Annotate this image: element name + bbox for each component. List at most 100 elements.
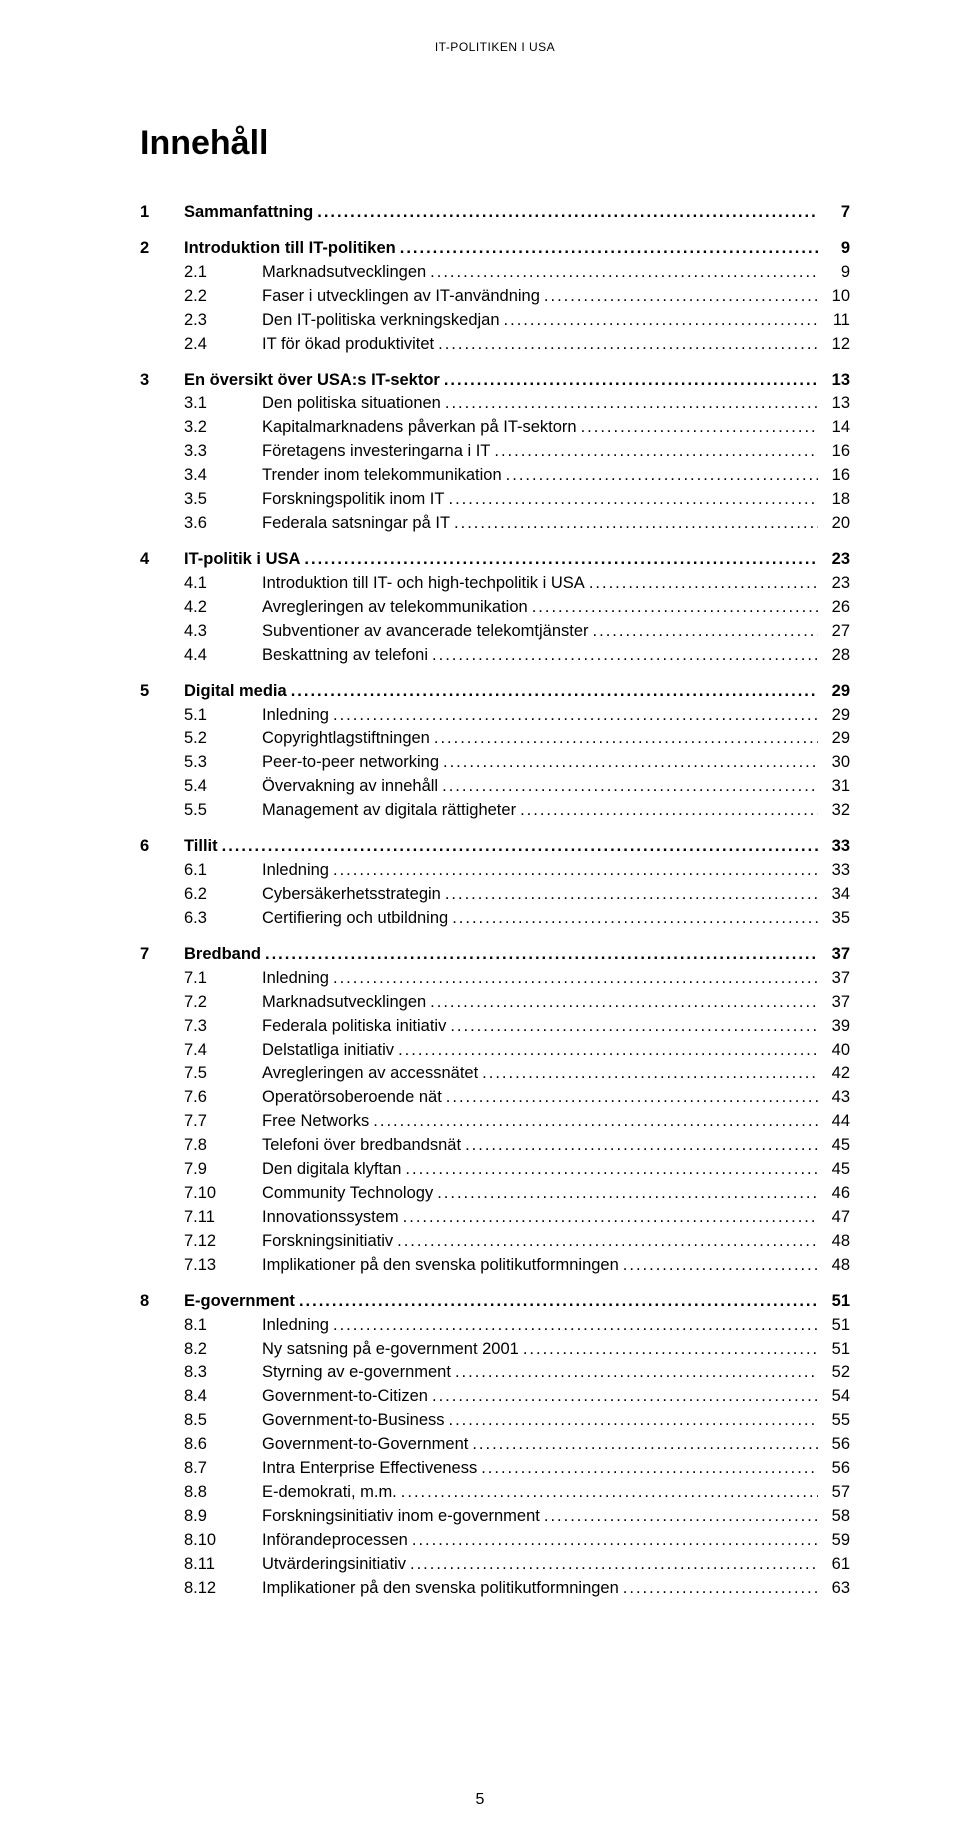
page-title: Innehåll xyxy=(140,124,850,163)
toc-section-page: 13 xyxy=(818,392,850,416)
toc-chapter-label: En översikt över USA:s IT-sektor xyxy=(184,369,444,393)
toc-section-row: 7.6Operatörsoberoende nät43 xyxy=(140,1086,850,1110)
toc-section-row: 7.11Innovationssystem47 xyxy=(140,1206,850,1230)
toc-section-label: Övervakning av innehåll xyxy=(262,775,442,799)
toc-section-page: 20 xyxy=(818,512,850,536)
toc-leader xyxy=(438,333,818,357)
toc-section-page: 29 xyxy=(818,704,850,728)
toc-section-page: 54 xyxy=(818,1385,850,1409)
toc-section-page: 61 xyxy=(818,1553,850,1577)
toc-section-row: 2.4IT för ökad produktivitet12 xyxy=(140,333,850,357)
toc-section-number: 4.4 xyxy=(140,644,262,668)
toc-section-row: 7.13Implikationer på den svenska politik… xyxy=(140,1254,850,1278)
toc-section-number: 6.1 xyxy=(140,859,262,883)
toc-leader xyxy=(444,369,818,393)
toc-section-label: Government-to-Citizen xyxy=(262,1385,432,1409)
toc-section-number: 2.1 xyxy=(140,261,262,285)
toc-leader xyxy=(437,1182,818,1206)
toc-section-label: Intra Enterprise Effectiveness xyxy=(262,1457,481,1481)
toc-section-row: 7.9Den digitala klyftan45 xyxy=(140,1158,850,1182)
toc-section-row: 6.3Certifiering och utbildning35 xyxy=(140,907,850,931)
toc-section-label: Free Networks xyxy=(262,1110,373,1134)
toc-section-label: Marknadsutvecklingen xyxy=(262,991,430,1015)
toc-section-row: 7.4Delstatliga initiativ40 xyxy=(140,1039,850,1063)
toc-leader xyxy=(291,680,818,704)
toc-chapter-row: 8E-government51 xyxy=(140,1290,850,1314)
toc-section-number: 5.4 xyxy=(140,775,262,799)
toc-section-label: Inledning xyxy=(262,704,333,728)
toc-section-number: 3.1 xyxy=(140,392,262,416)
toc-section-row: 5.2Copyrightlagstiftningen29 xyxy=(140,727,850,751)
toc-section-number: 3.5 xyxy=(140,488,262,512)
toc-section-row: 6.1Inledning 33 xyxy=(140,859,850,883)
toc-chapter-page: 33 xyxy=(818,835,850,859)
toc-section-number: 7.8 xyxy=(140,1134,262,1158)
toc-section-label: Införandeprocessen xyxy=(262,1529,412,1553)
toc-leader xyxy=(448,488,818,512)
toc-section-page: 37 xyxy=(818,967,850,991)
toc-section-page: 48 xyxy=(818,1230,850,1254)
toc-chapter-row: 3En översikt över USA:s IT-sektor13 xyxy=(140,369,850,393)
toc-leader xyxy=(410,1553,818,1577)
toc-section-label: Marknadsutvecklingen xyxy=(262,261,430,285)
toc-section-page: 55 xyxy=(818,1409,850,1433)
toc-section-page: 14 xyxy=(818,416,850,440)
toc-leader xyxy=(482,1062,818,1086)
toc-section-label: Delstatliga initiativ xyxy=(262,1039,398,1063)
toc-leader xyxy=(333,859,818,883)
toc-section-number: 8.9 xyxy=(140,1505,262,1529)
toc-section-number: 6.2 xyxy=(140,883,262,907)
toc-section-label: Forskningsinitiativ xyxy=(262,1230,397,1254)
toc-leader xyxy=(304,548,818,572)
toc-leader xyxy=(520,799,818,823)
toc-section-page: 11 xyxy=(818,309,850,333)
toc-section-number: 7.11 xyxy=(140,1206,262,1230)
toc-leader xyxy=(472,1433,818,1457)
toc-chapter-page: 7 xyxy=(818,201,850,225)
toc-leader xyxy=(445,883,818,907)
toc-leader xyxy=(446,1086,818,1110)
toc-section-row: 8.4Government-to-Citizen54 xyxy=(140,1385,850,1409)
toc-section-label: Styrning av e-government xyxy=(262,1361,455,1385)
running-head: IT-POLITIKEN I USA xyxy=(140,40,850,54)
toc-section-page: 35 xyxy=(818,907,850,931)
toc-chapter-label: E-government xyxy=(184,1290,299,1314)
toc-section-page: 63 xyxy=(818,1577,850,1601)
toc-section-row: 3.4Trender inom telekommunikation16 xyxy=(140,464,850,488)
toc-leader xyxy=(397,1230,818,1254)
toc-section-number: 3.4 xyxy=(140,464,262,488)
toc-section-row: 3.3Företagens investeringarna i IT16 xyxy=(140,440,850,464)
table-of-contents: 1Sammanfattning72Introduktion till IT-po… xyxy=(140,201,850,1601)
toc-leader xyxy=(333,1314,818,1338)
toc-chapter-label: Bredband xyxy=(184,943,265,967)
toc-section-page: 12 xyxy=(818,333,850,357)
toc-section-number: 8.12 xyxy=(140,1577,262,1601)
toc-section-row: 2.2Faser i utvecklingen av IT-användning… xyxy=(140,285,850,309)
toc-chapter-row: 4IT-politik i USA23 xyxy=(140,548,850,572)
toc-section-row: 5.3Peer-to-peer networking30 xyxy=(140,751,850,775)
toc-section-row: 3.1Den politiska situationen13 xyxy=(140,392,850,416)
toc-section-label: Inledning xyxy=(262,967,333,991)
toc-section-number: 3.3 xyxy=(140,440,262,464)
toc-section-label: Inledning xyxy=(262,859,333,883)
toc-section-row: 8.8E-demokrati, m.m.57 xyxy=(140,1481,850,1505)
toc-section-page: 28 xyxy=(818,644,850,668)
toc-leader xyxy=(442,775,818,799)
toc-section-page: 18 xyxy=(818,488,850,512)
toc-chapter-page: 29 xyxy=(818,680,850,704)
toc-section-row: 4.1Introduktion till IT- och high-techpo… xyxy=(140,572,850,596)
toc-section-number: 8.6 xyxy=(140,1433,262,1457)
toc-section-page: 27 xyxy=(818,620,850,644)
toc-leader xyxy=(452,907,818,931)
toc-section-page: 59 xyxy=(818,1529,850,1553)
toc-section-number: 8.10 xyxy=(140,1529,262,1553)
toc-section-row: 2.3Den IT-politiska verkningskedjan11 xyxy=(140,309,850,333)
toc-section-number: 8.2 xyxy=(140,1338,262,1362)
toc-section-number: 3.6 xyxy=(140,512,262,536)
toc-section-page: 40 xyxy=(818,1039,850,1063)
toc-section-page: 33 xyxy=(818,859,850,883)
toc-section-label: Federala politiska initiativ xyxy=(262,1015,450,1039)
toc-section-number: 5.3 xyxy=(140,751,262,775)
toc-section-row: 7.8Telefoni över bredbandsnät45 xyxy=(140,1134,850,1158)
toc-leader xyxy=(450,1015,818,1039)
